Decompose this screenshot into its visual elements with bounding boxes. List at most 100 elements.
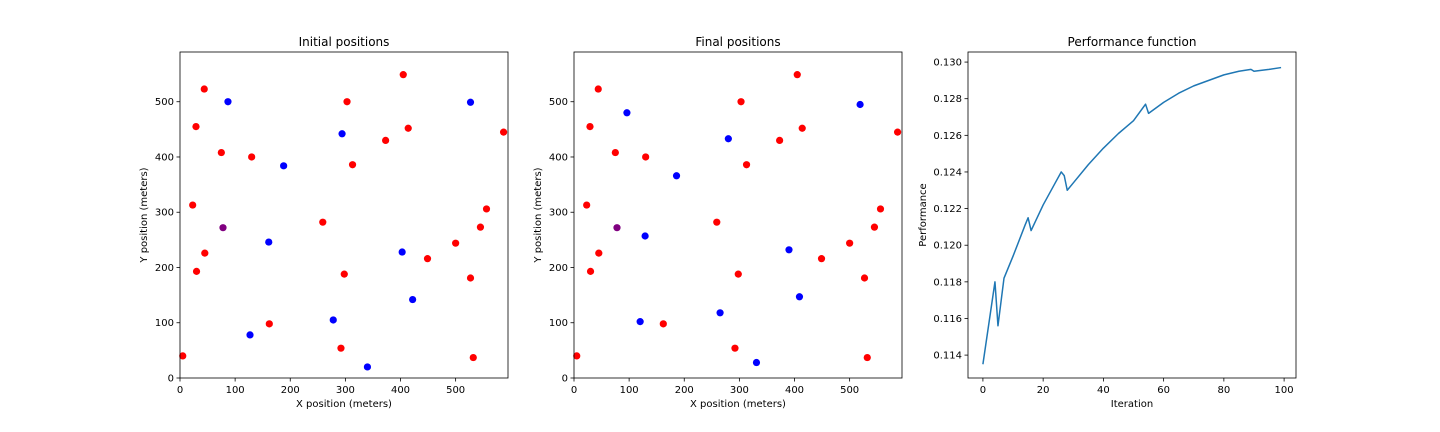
y-tick-label: 0.130	[933, 58, 962, 69]
scatter-point	[846, 239, 854, 247]
scatter-point	[776, 136, 784, 145]
chart-panel-3: Performance function 0 20 40 60 80 100 0.114 0.1…	[918, 35, 1297, 410]
scatter-point	[798, 124, 806, 132]
scatter-point	[329, 316, 337, 324]
scatter-point	[219, 224, 227, 232]
scatter-point	[586, 122, 594, 131]
scatter-point	[466, 98, 475, 106]
y-tick-label: 0.114	[933, 351, 962, 362]
scatter-point	[189, 201, 197, 209]
chart-title: Final positions	[695, 35, 780, 49]
chart-title: Initial positions	[299, 35, 390, 49]
scatter-point	[363, 363, 372, 371]
y-tick-label: 0	[168, 374, 174, 385]
y-axis-title: Performance	[918, 183, 929, 246]
x-tick-label: 400	[391, 385, 410, 396]
x-tick-label: 300	[730, 385, 749, 396]
scatter-point	[737, 98, 745, 106]
scatter-point	[179, 352, 187, 360]
x-axis-title: X position (meters)	[690, 399, 786, 410]
y-tick-label: 0.124	[933, 167, 962, 178]
x-tick-label: 500	[840, 385, 859, 396]
scatter-point	[348, 161, 357, 169]
scatter-point	[246, 331, 254, 339]
scatter-point	[201, 249, 209, 257]
plot-frame	[573, 51, 903, 379]
scatter-point	[404, 124, 412, 132]
x-tick-label: 0	[980, 385, 986, 396]
scatter-point	[731, 344, 739, 352]
y-tick-label: 400	[155, 152, 174, 163]
scatter-point	[856, 100, 864, 109]
y-tick-label: 500	[549, 97, 568, 108]
scatter-point	[338, 130, 346, 138]
scatter-point	[265, 238, 273, 246]
scatter-point	[734, 270, 742, 278]
x-tick-label: 0	[571, 385, 577, 396]
y-tick-label: 500	[155, 97, 174, 108]
y-tick-label: 0.118	[933, 277, 962, 288]
scatter-point	[192, 267, 201, 275]
scatter-point	[319, 218, 327, 226]
scatter-point	[636, 318, 644, 326]
y-tick-label: 0	[562, 374, 568, 385]
scatter-point	[595, 249, 603, 257]
x-tick-label: 20	[1037, 385, 1050, 396]
scatter-point	[594, 85, 602, 93]
scatter-point	[893, 128, 902, 136]
y-tick-label: 200	[155, 263, 174, 274]
x-tick-label: 200	[281, 385, 300, 396]
x-tick-label: 300	[336, 385, 355, 396]
scatter-point	[224, 98, 232, 106]
x-tick-label: 200	[675, 385, 694, 396]
scatter-point	[482, 205, 491, 213]
scatter-point	[466, 274, 475, 282]
plot-frame	[179, 51, 509, 379]
chart-panel-1: Initial positions 0 100 200 300 400 500 0 100 200…	[139, 35, 509, 410]
y-tick-label: 100	[549, 318, 568, 329]
y-tick-label: 0.116	[933, 314, 962, 325]
chart-panel-2: Final positions 0 100 200 300 400 500 0 100 200 30…	[533, 35, 903, 410]
scatter-point	[742, 161, 751, 169]
y-tick-label: 300	[155, 208, 174, 219]
scatter-point	[870, 223, 879, 231]
y-tick-label: 200	[549, 263, 568, 274]
scatter-point	[499, 128, 508, 136]
scatter-point	[409, 295, 417, 304]
y-tick-label: 400	[549, 152, 568, 163]
scatter-point	[265, 320, 273, 328]
y-tick-label: 0.126	[933, 131, 962, 142]
x-axis-title: Iteration	[1111, 399, 1153, 410]
scatter-point	[724, 135, 732, 143]
scatter-point	[337, 344, 345, 352]
scatter-point	[573, 352, 581, 360]
plot-frame	[967, 51, 1297, 379]
y-tick-label: 0.128	[933, 94, 962, 105]
scatter-point	[795, 293, 804, 301]
scatter-point	[192, 122, 200, 131]
scatter-point	[343, 98, 351, 106]
y-tick-label: 0.120	[933, 241, 962, 252]
scatter-point	[793, 71, 801, 79]
scatter-point	[423, 255, 432, 263]
scatter-point	[713, 218, 721, 226]
y-tick-label: 300	[549, 208, 568, 219]
x-axis-title: X position (meters)	[296, 399, 392, 410]
scatter-point	[248, 153, 256, 161]
scatter-point	[876, 205, 885, 213]
x-tick-label: 100	[1275, 385, 1294, 396]
x-tick-label: 40	[1097, 385, 1110, 396]
scatter-point	[863, 353, 871, 362]
x-tick-label: 60	[1157, 385, 1170, 396]
scatter-point	[398, 248, 406, 256]
scatter-point	[469, 353, 477, 362]
chart-title: Performance function	[1068, 35, 1197, 49]
scatter-point	[613, 224, 621, 232]
scatter-point	[382, 136, 390, 145]
x-tick-label: 500	[446, 385, 465, 396]
x-tick-label: 0	[177, 385, 183, 396]
y-tick-label: 0.122	[933, 204, 962, 215]
scatter-point	[623, 109, 631, 117]
scatter-point	[641, 232, 649, 240]
